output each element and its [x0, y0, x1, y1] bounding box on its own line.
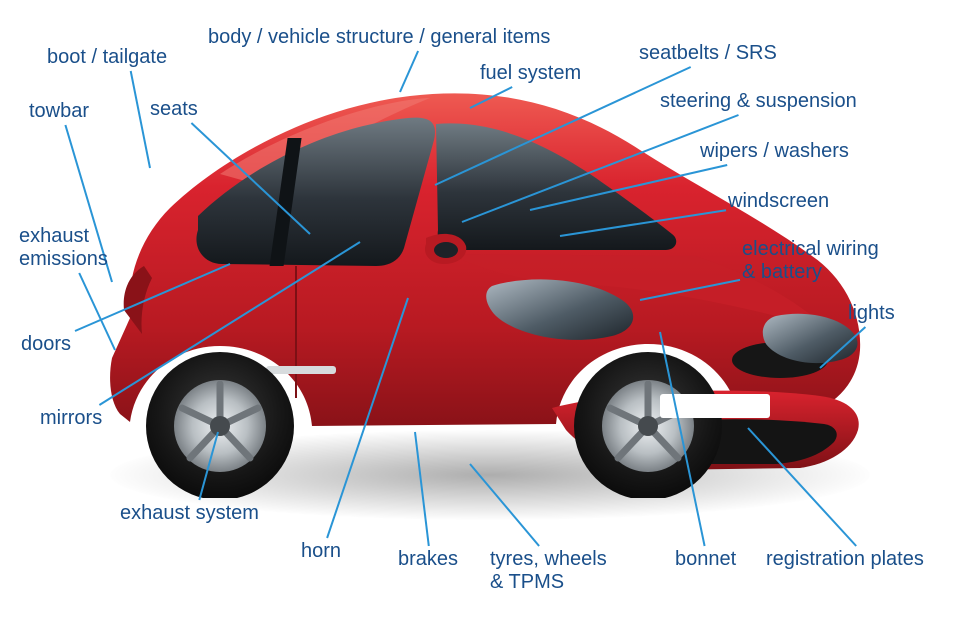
diagram-canvas: body / vehicle structure / general items…: [0, 0, 960, 640]
label-exhaust_emissions: exhaust emissions: [19, 225, 108, 271]
car-plate: [660, 394, 770, 418]
label-wipers: wipers / washers: [700, 140, 849, 163]
label-fuel: fuel system: [480, 62, 581, 85]
label-lights: lights: [848, 302, 895, 325]
label-towbar: towbar: [29, 100, 89, 123]
label-horn: horn: [301, 540, 341, 563]
label-seats: seats: [150, 98, 198, 121]
label-registration: registration plates: [766, 548, 924, 571]
label-exhaust_system: exhaust system: [120, 502, 259, 525]
car-wheel-rear: [146, 352, 294, 498]
label-body: body / vehicle structure / general items: [208, 26, 550, 49]
label-doors: doors: [21, 333, 71, 356]
label-tyres: tyres, wheels & TPMS: [490, 548, 607, 594]
label-steering: steering & suspension: [660, 90, 857, 113]
label-brakes: brakes: [398, 548, 458, 571]
label-mirrors: mirrors: [40, 407, 102, 430]
car-wheel-front: [574, 352, 722, 498]
label-bonnet: bonnet: [675, 548, 736, 571]
label-electrical: electrical wiring & battery: [742, 238, 879, 284]
label-windscreen: windscreen: [728, 190, 829, 213]
label-boot: boot / tailgate: [47, 46, 167, 69]
label-seatbelts: seatbelts / SRS: [639, 42, 777, 65]
